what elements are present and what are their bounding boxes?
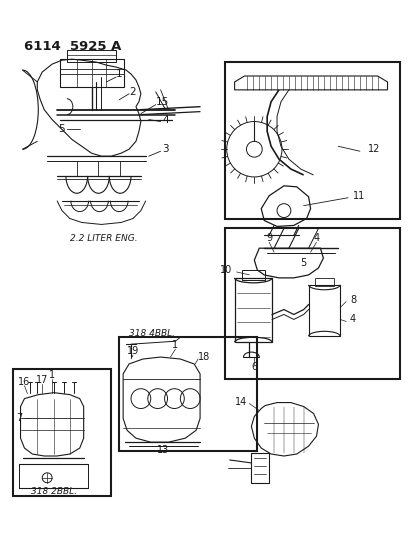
Text: 1: 1 xyxy=(49,370,55,380)
Text: 18: 18 xyxy=(198,352,211,362)
Text: 17: 17 xyxy=(36,375,49,385)
Bar xyxy=(60,59,124,87)
Text: 7: 7 xyxy=(16,414,23,423)
Bar xyxy=(225,229,400,379)
Text: 4: 4 xyxy=(350,314,356,325)
Text: 14: 14 xyxy=(235,397,248,407)
Bar xyxy=(234,278,272,342)
Text: 318 2BBL.: 318 2BBL. xyxy=(31,487,77,496)
Bar xyxy=(309,285,340,336)
Text: 2.2 LITER ENG.: 2.2 LITER ENG. xyxy=(70,234,138,243)
Text: 11: 11 xyxy=(353,191,365,201)
Text: 4: 4 xyxy=(314,233,320,243)
Bar xyxy=(314,278,334,286)
Bar xyxy=(225,62,400,219)
Text: 318 4BBL.: 318 4BBL. xyxy=(129,329,175,338)
Bar xyxy=(119,337,258,451)
Text: 13: 13 xyxy=(157,445,169,455)
Bar xyxy=(67,50,116,62)
Bar xyxy=(13,369,111,496)
Text: 5: 5 xyxy=(300,258,307,268)
Text: 5: 5 xyxy=(59,124,65,134)
Text: 6: 6 xyxy=(251,362,258,372)
Bar xyxy=(251,453,269,483)
Text: 3: 3 xyxy=(162,144,169,154)
Text: 19: 19 xyxy=(127,346,139,356)
Text: 1: 1 xyxy=(116,69,122,79)
Text: 2: 2 xyxy=(130,87,136,97)
Text: 15: 15 xyxy=(156,96,169,107)
Text: 8: 8 xyxy=(350,295,356,305)
Text: 9: 9 xyxy=(266,233,272,243)
Text: 10: 10 xyxy=(220,265,233,275)
Text: 16: 16 xyxy=(19,377,30,387)
Bar xyxy=(241,270,265,280)
Text: 1: 1 xyxy=(172,340,178,350)
Text: 12: 12 xyxy=(368,144,380,154)
Text: 4: 4 xyxy=(162,115,169,125)
Text: 6114  5925 A: 6114 5925 A xyxy=(24,41,122,53)
